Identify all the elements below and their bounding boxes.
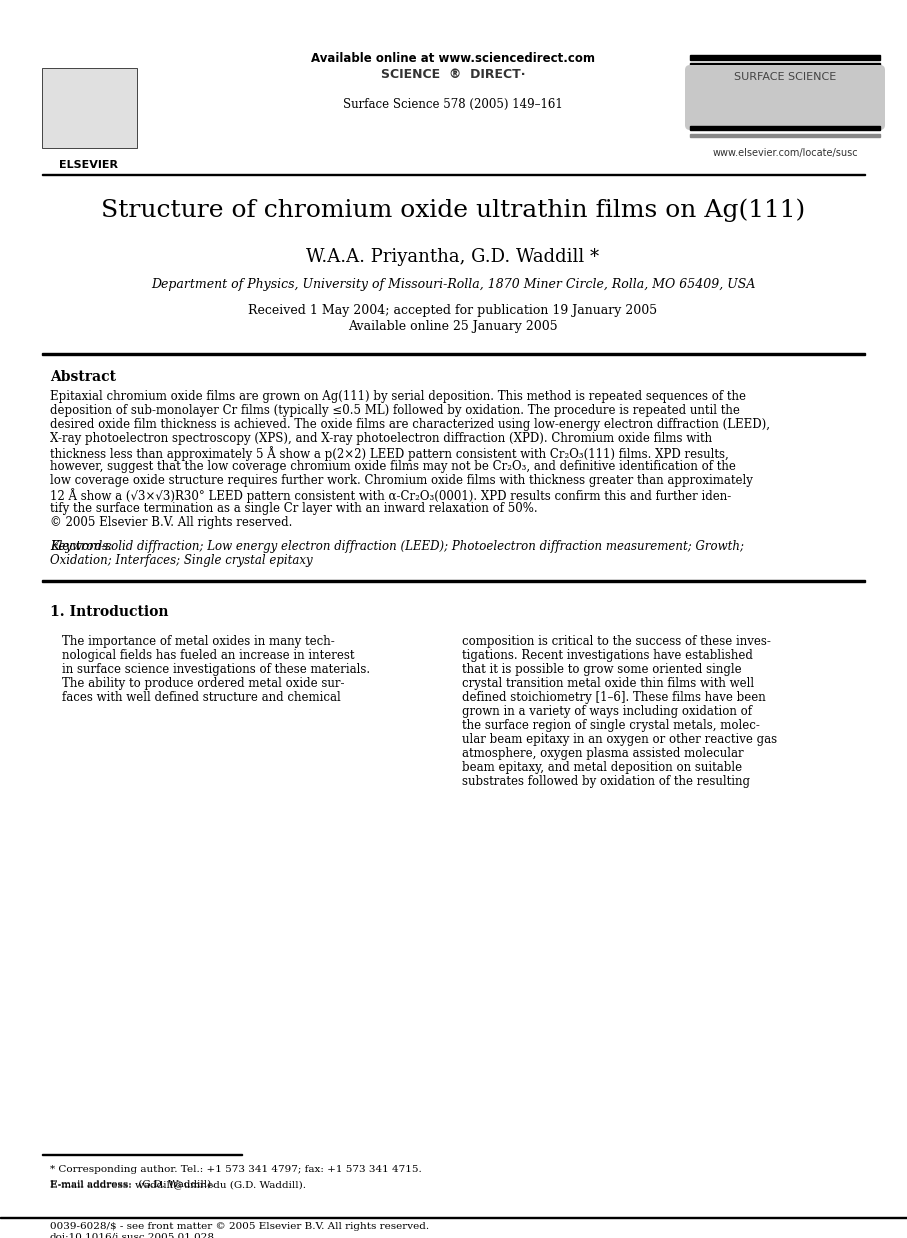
Bar bbox=[690, 134, 880, 137]
Text: ELSEVIER: ELSEVIER bbox=[58, 160, 118, 170]
Text: SCIENCE  ®  DIRECT·: SCIENCE ® DIRECT· bbox=[381, 68, 525, 80]
Text: 1. Introduction: 1. Introduction bbox=[50, 605, 169, 619]
Text: X-ray photoelectron spectroscopy (XPS), and X-ray photoelectron diffraction (XPD: X-ray photoelectron spectroscopy (XPS), … bbox=[50, 432, 712, 444]
Text: desired oxide film thickness is achieved. The oxide films are characterized usin: desired oxide film thickness is achieved… bbox=[50, 418, 770, 431]
Text: Available online at www.sciencedirect.com: Available online at www.sciencedirect.co… bbox=[311, 52, 595, 66]
Text: substrates followed by oxidation of the resulting: substrates followed by oxidation of the … bbox=[462, 775, 750, 789]
Text: Keywords:: Keywords: bbox=[50, 540, 116, 553]
Bar bbox=[690, 54, 880, 59]
Text: The ability to produce ordered metal oxide sur-: The ability to produce ordered metal oxi… bbox=[62, 677, 345, 690]
Text: 12 Å show a (√3×√3)R30° LEED pattern consistent with α-Cr₂O₃(0001). XPD results : 12 Å show a (√3×√3)R30° LEED pattern con… bbox=[50, 488, 731, 503]
Text: defined stoichiometry [1–6]. These films have been: defined stoichiometry [1–6]. These films… bbox=[462, 691, 766, 704]
Text: grown in a variety of ways including oxidation of: grown in a variety of ways including oxi… bbox=[462, 704, 752, 718]
Text: Department of Physics, University of Missouri-Rolla, 1870 Miner Circle, Rolla, M: Department of Physics, University of Mis… bbox=[151, 279, 756, 291]
Text: in surface science investigations of these materials.: in surface science investigations of the… bbox=[62, 664, 370, 676]
Text: © 2005 Elsevier B.V. All rights reserved.: © 2005 Elsevier B.V. All rights reserved… bbox=[50, 516, 292, 529]
Text: Epitaxial chromium oxide films are grown on Ag(111) by serial deposition. This m: Epitaxial chromium oxide films are grown… bbox=[50, 390, 746, 404]
Text: however, suggest that the low coverage chromium oxide films may not be Cr₂O₃, an: however, suggest that the low coverage c… bbox=[50, 461, 736, 473]
FancyBboxPatch shape bbox=[685, 92, 885, 130]
Text: E-mail address: waddill@umr.edu (G.D. Waddill).: E-mail address: waddill@umr.edu (G.D. Wa… bbox=[50, 1180, 306, 1188]
Text: tigations. Recent investigations have established: tigations. Recent investigations have es… bbox=[462, 649, 753, 662]
Text: ular beam epitaxy in an oxygen or other reactive gas: ular beam epitaxy in an oxygen or other … bbox=[462, 733, 777, 747]
Text: deposition of sub-monolayer Cr films (typically ≤0.5 ML) followed by oxidation. : deposition of sub-monolayer Cr films (ty… bbox=[50, 404, 740, 417]
Bar bbox=[42, 353, 865, 355]
Bar bbox=[42, 579, 865, 582]
Text: Available online 25 January 2005: Available online 25 January 2005 bbox=[348, 319, 558, 333]
Text: Electron-solid diffraction; Low energy electron diffraction (LEED); Photoelectro: Electron-solid diffraction; Low energy e… bbox=[50, 540, 744, 553]
Text: Oxidation; Interfaces; Single crystal epitaxy: Oxidation; Interfaces; Single crystal ep… bbox=[50, 553, 313, 567]
Text: W.A.A. Priyantha, G.D. Waddill *: W.A.A. Priyantha, G.D. Waddill * bbox=[307, 248, 600, 266]
Text: beam epitaxy, and metal deposition on suitable: beam epitaxy, and metal deposition on su… bbox=[462, 761, 742, 774]
Bar bbox=[42, 173, 865, 175]
Text: the surface region of single crystal metals, molec-: the surface region of single crystal met… bbox=[462, 719, 760, 732]
Text: E-mail address:  (G.D. Waddill).: E-mail address: (G.D. Waddill). bbox=[50, 1180, 214, 1188]
Text: Abstract: Abstract bbox=[50, 370, 116, 384]
Text: nological fields has fueled an increase in interest: nological fields has fueled an increase … bbox=[62, 649, 355, 662]
Text: Surface Science 578 (2005) 149–161: Surface Science 578 (2005) 149–161 bbox=[343, 98, 563, 111]
Text: Received 1 May 2004; accepted for publication 19 January 2005: Received 1 May 2004; accepted for public… bbox=[249, 305, 658, 317]
Text: atmosphere, oxygen plasma assisted molecular: atmosphere, oxygen plasma assisted molec… bbox=[462, 747, 744, 760]
Text: 0039-6028/$ - see front matter © 2005 Elsevier B.V. All rights reserved.: 0039-6028/$ - see front matter © 2005 El… bbox=[50, 1222, 429, 1231]
Text: crystal transition metal oxide thin films with well: crystal transition metal oxide thin film… bbox=[462, 677, 754, 690]
FancyBboxPatch shape bbox=[685, 66, 885, 105]
Text: low coverage oxide structure requires further work. Chromium oxide films with th: low coverage oxide structure requires fu… bbox=[50, 474, 753, 487]
Bar bbox=[690, 63, 880, 67]
Text: composition is critical to the success of these inves-: composition is critical to the success o… bbox=[462, 635, 771, 647]
Bar bbox=[690, 126, 880, 130]
Text: thickness less than approximately 5 Å show a p(2×2) LEED pattern consistent with: thickness less than approximately 5 Å sh… bbox=[50, 446, 728, 461]
Text: The importance of metal oxides in many tech-: The importance of metal oxides in many t… bbox=[62, 635, 335, 647]
Text: that it is possible to grow some oriented single: that it is possible to grow some oriente… bbox=[462, 664, 742, 676]
Text: Structure of chromium oxide ultrathin films on Ag(111): Structure of chromium oxide ultrathin fi… bbox=[101, 198, 805, 222]
Text: doi:10.1016/j.susc.2005.01.028: doi:10.1016/j.susc.2005.01.028 bbox=[50, 1233, 215, 1238]
Text: * Corresponding author. Tel.: +1 573 341 4797; fax: +1 573 341 4715.: * Corresponding author. Tel.: +1 573 341… bbox=[50, 1165, 422, 1174]
Text: www.elsevier.com/locate/susc: www.elsevier.com/locate/susc bbox=[712, 149, 858, 158]
Text: faces with well defined structure and chemical: faces with well defined structure and ch… bbox=[62, 691, 341, 704]
Text: tify the surface termination as a single Cr layer with an inward relaxation of 5: tify the surface termination as a single… bbox=[50, 501, 538, 515]
Text: SURFACE SCIENCE: SURFACE SCIENCE bbox=[734, 72, 836, 82]
FancyBboxPatch shape bbox=[42, 68, 137, 149]
